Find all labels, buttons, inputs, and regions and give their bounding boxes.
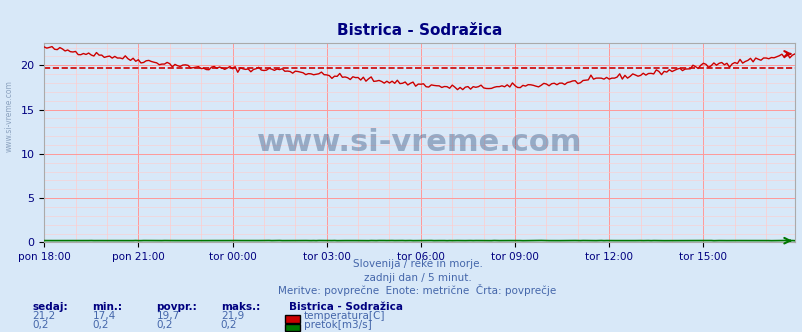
- Text: 17,4: 17,4: [92, 311, 115, 321]
- Text: Meritve: povprečne  Enote: metrične  Črta: povprečje: Meritve: povprečne Enote: metrične Črta:…: [278, 284, 556, 296]
- Text: zadnji dan / 5 minut.: zadnji dan / 5 minut.: [363, 273, 471, 283]
- Text: sedaj:: sedaj:: [32, 302, 67, 312]
- Text: 21,9: 21,9: [221, 311, 244, 321]
- Text: temperatura[C]: temperatura[C]: [303, 311, 384, 321]
- Text: 0,2: 0,2: [221, 320, 237, 330]
- Text: min.:: min.:: [92, 302, 122, 312]
- Text: www.si-vreme.com: www.si-vreme.com: [5, 80, 14, 152]
- Text: Bistrica - Sodražica: Bistrica - Sodražica: [289, 302, 403, 312]
- Text: 0,2: 0,2: [32, 320, 49, 330]
- Text: 19,7: 19,7: [156, 311, 180, 321]
- Title: Bistrica - Sodražica: Bistrica - Sodražica: [337, 23, 501, 38]
- Text: pretok[m3/s]: pretok[m3/s]: [303, 320, 371, 330]
- Text: povpr.:: povpr.:: [156, 302, 197, 312]
- Text: www.si-vreme.com: www.si-vreme.com: [257, 128, 581, 157]
- Text: maks.:: maks.:: [221, 302, 260, 312]
- Text: 0,2: 0,2: [92, 320, 109, 330]
- Text: 21,2: 21,2: [32, 311, 55, 321]
- Text: Slovenija / reke in morje.: Slovenija / reke in morje.: [352, 259, 482, 269]
- Text: 0,2: 0,2: [156, 320, 173, 330]
